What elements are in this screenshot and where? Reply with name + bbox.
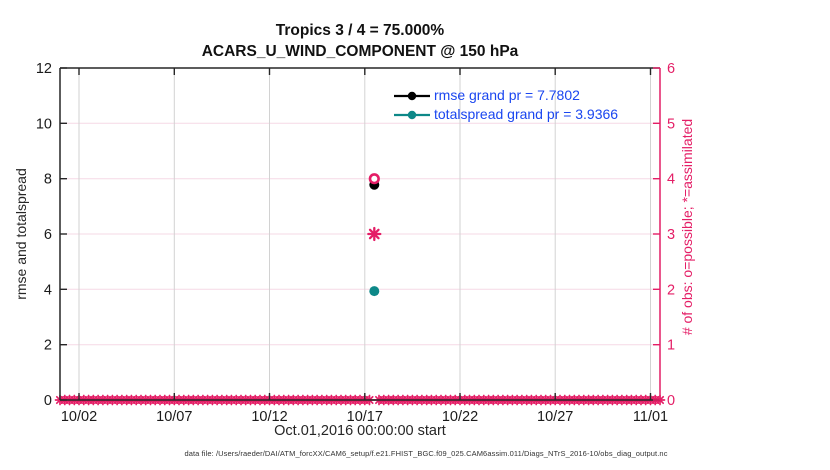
svg-text:10: 10: [36, 116, 52, 132]
totalspread-line-marker-icon: [394, 110, 430, 119]
svg-text:1: 1: [667, 338, 675, 354]
x-axis-label: Oct.01,2016 00:00:00 start: [274, 423, 446, 439]
svg-text:10/17: 10/17: [347, 409, 383, 425]
svg-text:10/02: 10/02: [61, 409, 97, 425]
svg-text:10/22: 10/22: [442, 409, 478, 425]
svg-text:10/07: 10/07: [156, 409, 192, 425]
chart-title: Tropics 3 / 4 = 75.000%: [275, 22, 445, 39]
svg-text:2: 2: [667, 282, 675, 298]
legend-label-rmse: rmse grand pr = 7.7802: [434, 87, 580, 103]
svg-text:8: 8: [44, 172, 52, 188]
y-axis-right-label: # of obs: o=possible; *=assimilated: [679, 118, 695, 336]
y-axis-left-label: rmse and totalspread: [13, 168, 29, 300]
rmse-line-marker-icon: [394, 91, 430, 100]
svg-text:10/12: 10/12: [251, 409, 287, 425]
svg-text:10/27: 10/27: [537, 409, 573, 425]
svg-text:6: 6: [667, 61, 675, 77]
legend: rmse grand pr = 7.7802 totalspread grand…: [393, 86, 618, 124]
svg-text:4: 4: [44, 282, 52, 298]
legend-label-totalspread: totalspread grand pr = 3.9366: [434, 106, 619, 122]
svg-text:5: 5: [667, 116, 675, 132]
legend-item-totalspread: totalspread grand pr = 3.9366: [393, 105, 618, 124]
svg-text:3: 3: [667, 227, 675, 243]
data-file-path: data file: /Users/raeder/DAI/ATM_forcXX/…: [184, 449, 668, 458]
svg-text:0: 0: [44, 393, 52, 409]
svg-text:12: 12: [36, 61, 52, 77]
svg-text:6: 6: [44, 227, 52, 243]
chart-titles: Tropics 3 / 4 = 75.000% ACARS_U_WIND_COM…: [0, 20, 720, 62]
legend-item-rmse: rmse grand pr = 7.7802: [393, 86, 618, 105]
svg-text:0: 0: [667, 393, 675, 409]
svg-text:2: 2: [44, 338, 52, 354]
chart-subtitle: ACARS_U_WIND_COMPONENT @ 150 hPa: [201, 43, 519, 60]
svg-text:4: 4: [667, 172, 675, 188]
svg-text:11/01: 11/01: [633, 409, 668, 425]
